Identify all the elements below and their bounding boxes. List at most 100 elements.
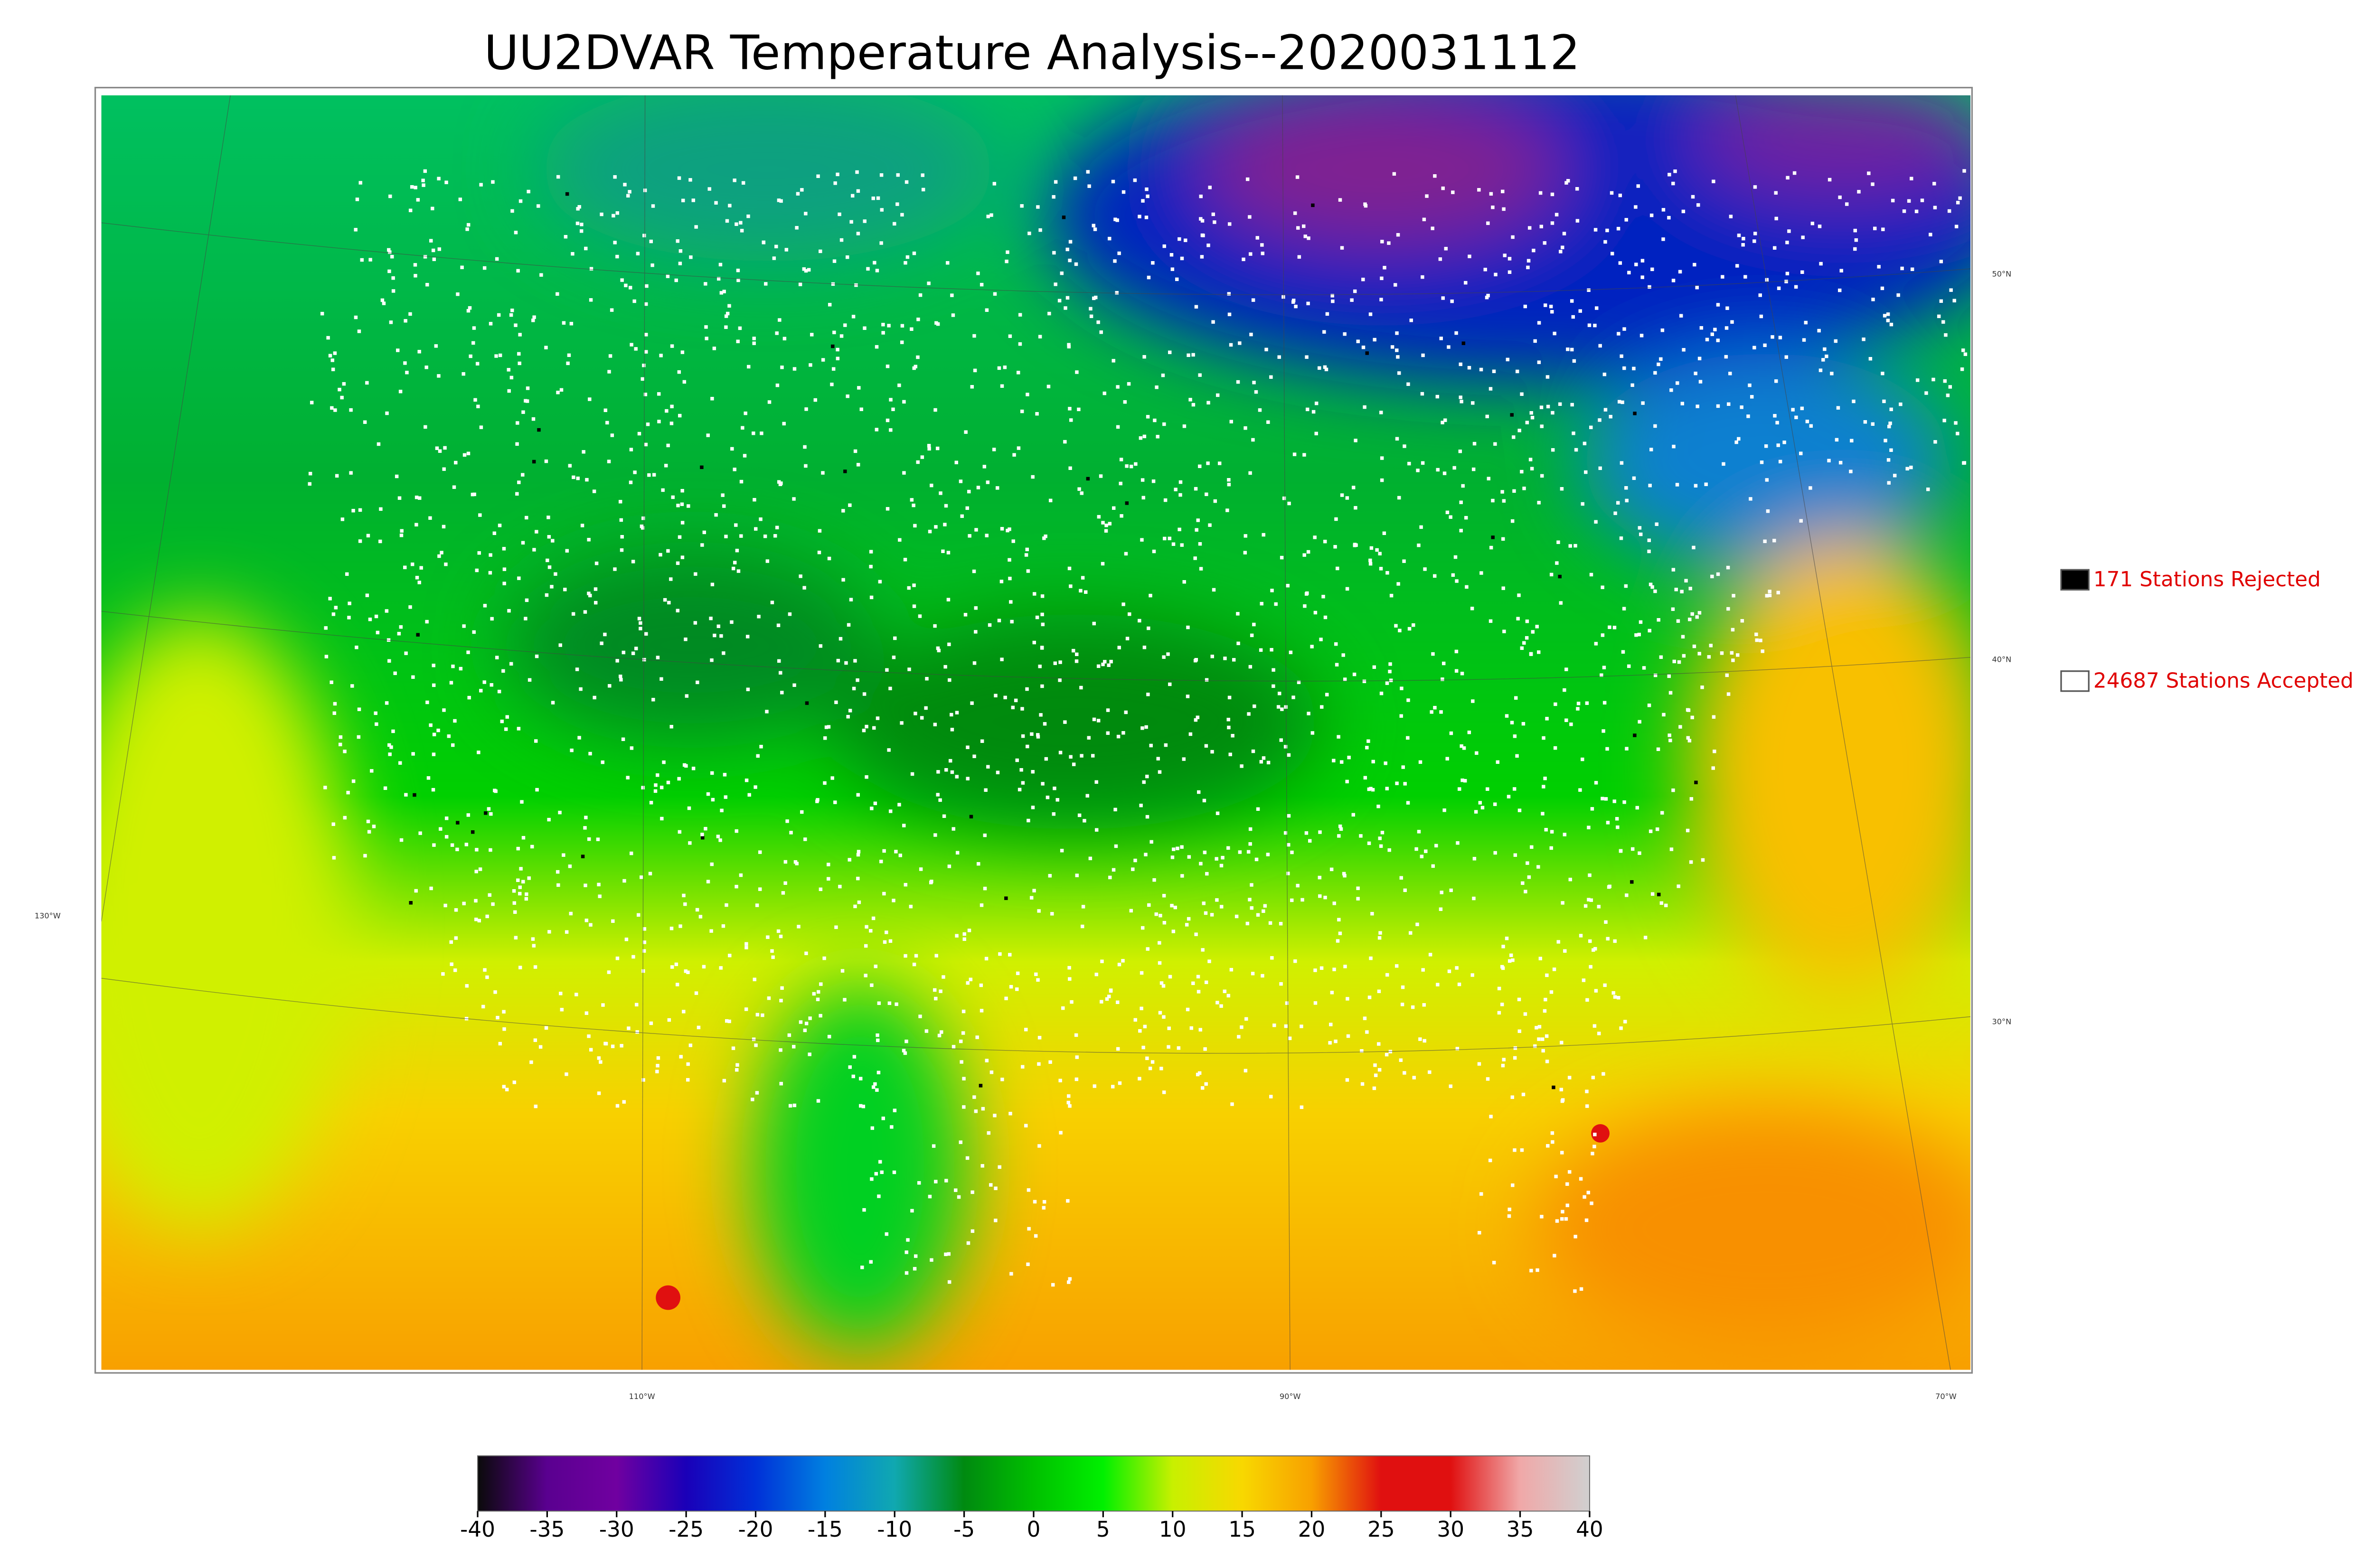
station	[415, 495, 419, 499]
station	[428, 516, 432, 520]
station	[694, 991, 698, 995]
station	[992, 448, 996, 451]
station	[1694, 371, 1697, 376]
station	[1634, 633, 1638, 637]
station	[765, 559, 770, 563]
station	[950, 713, 953, 717]
station	[396, 348, 400, 352]
station	[1712, 179, 1715, 183]
station	[1206, 244, 1210, 247]
station	[764, 282, 768, 286]
station	[589, 923, 593, 927]
station	[1152, 549, 1156, 554]
station	[753, 977, 756, 981]
station	[933, 833, 937, 837]
station	[803, 445, 807, 449]
station	[1593, 323, 1597, 328]
station	[985, 308, 989, 312]
station	[1487, 477, 1491, 480]
station	[1430, 710, 1433, 714]
station	[1554, 702, 1557, 706]
station	[1251, 438, 1255, 442]
station	[1590, 1202, 1593, 1205]
station	[1024, 553, 1028, 557]
station	[1036, 978, 1040, 982]
station	[643, 393, 648, 396]
station	[1282, 496, 1286, 500]
station	[1914, 209, 1919, 214]
station	[1696, 203, 1700, 207]
station	[1252, 381, 1256, 385]
station	[878, 580, 882, 583]
station	[1231, 734, 1234, 738]
station	[902, 471, 906, 475]
station	[819, 644, 823, 648]
station	[1520, 646, 1524, 650]
station	[1369, 546, 1374, 550]
station	[1810, 221, 1815, 225]
station	[1371, 788, 1375, 792]
station	[1096, 719, 1101, 723]
station	[424, 366, 428, 369]
station	[436, 728, 440, 732]
station	[959, 1039, 963, 1043]
station	[1681, 209, 1686, 214]
station	[1594, 989, 1598, 993]
station	[759, 517, 763, 521]
station	[1244, 1069, 1248, 1073]
station	[1431, 652, 1435, 656]
station	[1451, 190, 1455, 194]
station	[462, 624, 466, 628]
station	[484, 811, 488, 815]
station	[1068, 977, 1072, 981]
station	[1579, 1177, 1583, 1181]
station	[1607, 885, 1611, 889]
station	[1198, 464, 1202, 468]
station	[942, 975, 945, 979]
station	[683, 902, 687, 906]
station	[1365, 1030, 1369, 1034]
station	[858, 1077, 863, 1080]
station	[985, 534, 989, 537]
station	[735, 548, 739, 553]
station	[1262, 756, 1266, 760]
station	[755, 1091, 759, 1095]
station	[585, 478, 589, 482]
station	[1337, 918, 1341, 922]
station	[1225, 508, 1229, 512]
station	[924, 706, 928, 710]
station	[862, 728, 866, 732]
station	[1765, 594, 1769, 598]
station	[458, 197, 462, 201]
station	[1052, 812, 1056, 816]
station	[565, 1072, 568, 1076]
station	[1227, 482, 1231, 487]
station	[577, 736, 581, 740]
station	[1521, 722, 1526, 726]
station	[622, 879, 626, 883]
station	[1158, 770, 1162, 774]
station	[1492, 1260, 1496, 1265]
station	[1070, 1000, 1074, 1004]
station	[1761, 649, 1764, 653]
station	[739, 873, 743, 877]
station	[1043, 722, 1047, 726]
station	[649, 239, 653, 244]
station	[521, 836, 526, 840]
station	[629, 851, 633, 855]
station	[1196, 1072, 1200, 1077]
station	[1556, 940, 1560, 944]
station	[1638, 720, 1641, 724]
station	[414, 274, 417, 278]
station	[1552, 1085, 1555, 1089]
station	[1383, 266, 1386, 270]
station	[1485, 295, 1489, 300]
station	[529, 1060, 533, 1064]
station	[1591, 1076, 1595, 1080]
station	[1690, 612, 1694, 616]
station	[1695, 615, 1699, 619]
station	[1068, 258, 1072, 263]
station	[859, 1104, 863, 1108]
station	[946, 261, 950, 265]
station	[892, 656, 896, 659]
